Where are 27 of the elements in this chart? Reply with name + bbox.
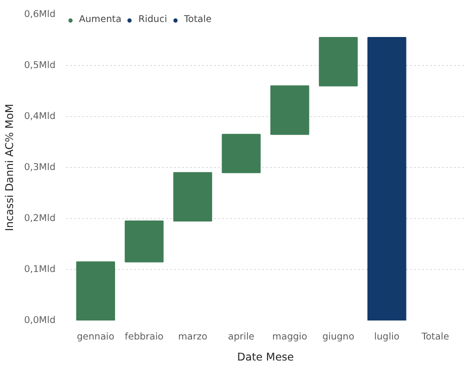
y-tick-label: 0,6Mld xyxy=(24,9,56,20)
x-tick-label: maggio xyxy=(272,332,308,342)
bar xyxy=(318,36,358,86)
x-tick-label: luglio xyxy=(374,332,400,342)
legend-label: Aumenta xyxy=(79,14,122,25)
bar xyxy=(270,85,310,135)
bar xyxy=(124,220,164,262)
x-tick-label: giugno xyxy=(322,332,355,342)
legend-label: Riduci xyxy=(138,14,168,25)
y-tick-label: 0,5Mld xyxy=(24,60,56,71)
x-tick-label: aprile xyxy=(228,332,255,342)
bar xyxy=(367,36,406,320)
bar xyxy=(222,134,261,174)
y-tick-label: 0,3Mld xyxy=(24,162,56,173)
x-axis-title: Date Mese xyxy=(237,350,294,364)
x-tick-label: Totale xyxy=(420,332,450,342)
bar xyxy=(173,172,212,222)
x-tick-label: febbraio xyxy=(124,332,164,342)
bar xyxy=(76,261,116,320)
x-tick-label: gennaio xyxy=(76,332,115,342)
y-tick-label: 0,2Mld xyxy=(24,213,56,224)
y-axis-title: Incassi Danni AC% MoM xyxy=(3,104,16,232)
y-tick-label: 0,4Mld xyxy=(24,111,56,122)
y-tick-label: 0,1Mld xyxy=(24,264,56,275)
legend-label: Totale xyxy=(184,14,212,25)
x-tick-label: marzo xyxy=(178,332,208,342)
y-tick-label: 0,0Mld xyxy=(24,315,56,326)
